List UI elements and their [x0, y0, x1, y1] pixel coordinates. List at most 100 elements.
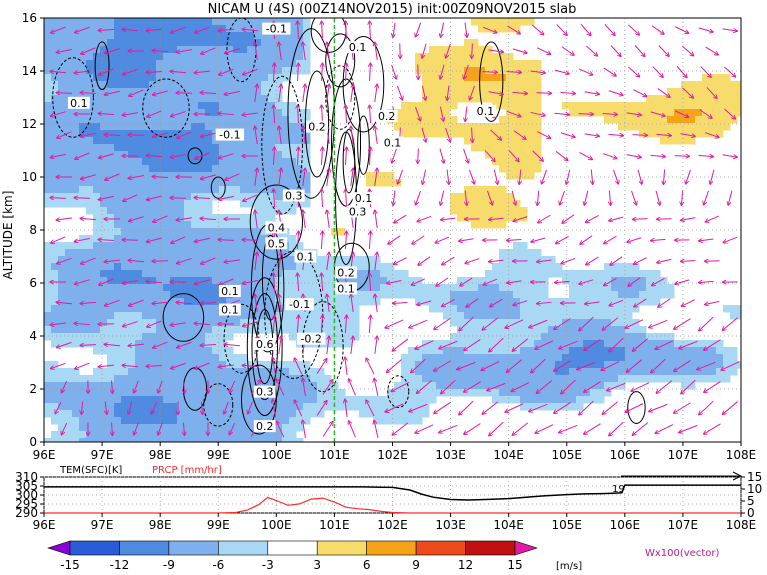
shade-cell — [282, 18, 290, 26]
shade-cell — [569, 312, 577, 320]
shade-cell — [282, 403, 290, 411]
wind-vector — [541, 169, 547, 184]
shade-cell — [240, 256, 248, 264]
shade-cell — [478, 193, 486, 201]
shade-cell — [191, 207, 199, 215]
shade-cell — [618, 291, 626, 299]
shade-cell — [282, 179, 290, 187]
shade-cell — [128, 417, 136, 425]
wind-vector — [80, 345, 97, 346]
shade-cell — [184, 95, 192, 103]
shade-cell — [583, 340, 591, 348]
shade-cell — [135, 123, 143, 131]
shade-cell — [289, 242, 297, 250]
wind-vector — [409, 319, 428, 328]
shade-cell — [205, 284, 213, 292]
shade-cell — [191, 32, 199, 40]
shade-cell — [394, 270, 402, 278]
shade-cell — [709, 102, 717, 110]
wind-vector — [74, 237, 90, 241]
shade-cell — [65, 151, 73, 159]
shade-cell — [149, 207, 157, 215]
wind-vector — [326, 168, 329, 186]
shade-cell — [520, 326, 528, 334]
wind-vector — [302, 168, 305, 186]
shade-cell — [275, 368, 283, 376]
shade-cell — [233, 249, 241, 257]
shade-cell — [177, 179, 185, 187]
shade-cell — [51, 193, 59, 201]
shade-cell — [415, 109, 423, 117]
shade-cell — [107, 410, 115, 418]
shade-cell — [688, 81, 696, 89]
shade-cell — [268, 123, 276, 131]
shade-cell — [268, 81, 276, 89]
shade-cell — [149, 424, 157, 432]
shade-cell — [226, 368, 234, 376]
shade-cell — [170, 207, 178, 215]
wind-vector — [394, 214, 407, 223]
shade-cell — [254, 305, 262, 313]
shade-cell — [142, 284, 150, 292]
contour-label: -0.2 — [300, 333, 321, 346]
shade-cell — [527, 305, 535, 313]
shade-cell — [695, 116, 703, 124]
shade-cell — [450, 291, 458, 299]
shade-cell — [289, 179, 297, 187]
shade-cell — [212, 284, 220, 292]
shade-cell — [184, 326, 192, 334]
shade-cell — [44, 200, 52, 208]
wind-vector — [369, 273, 370, 292]
shade-cell — [562, 361, 570, 369]
shade-cell — [65, 438, 73, 442]
shade-cell — [457, 81, 465, 89]
shade-cell — [541, 305, 549, 313]
shade-cell — [618, 123, 626, 131]
shade-cell — [443, 74, 451, 82]
shade-cell — [499, 102, 507, 110]
shade-cell — [191, 214, 199, 222]
shade-cell — [93, 214, 101, 222]
shade-cell — [478, 25, 486, 33]
shade-cell — [457, 277, 465, 285]
shade-cell — [450, 340, 458, 348]
shade-cell — [86, 375, 94, 383]
shade-cell — [128, 60, 136, 68]
wind-vector — [415, 22, 422, 37]
shade-cell — [93, 39, 101, 47]
shade-cell — [72, 53, 80, 61]
shade-cell — [240, 403, 248, 411]
shade-cell — [142, 375, 150, 383]
shade-cell — [226, 179, 234, 187]
wind-vector — [272, 399, 277, 417]
shade-cell — [226, 172, 234, 180]
wind-vector — [433, 360, 451, 371]
wind-vector — [441, 298, 455, 306]
shade-cell — [506, 389, 514, 397]
shade-cell — [135, 389, 143, 397]
shade-cell — [240, 88, 248, 96]
shade-cell — [240, 109, 248, 117]
shade-cell — [72, 375, 80, 383]
shade-cell — [548, 298, 556, 306]
shade-cell — [184, 109, 192, 117]
shade-cell — [660, 284, 668, 292]
shade-cell — [184, 32, 192, 40]
shade-cell — [44, 389, 52, 397]
shade-cell — [345, 403, 353, 411]
shade-cell — [184, 88, 192, 96]
shade-cell — [646, 361, 654, 369]
shade-cell — [478, 74, 486, 82]
shade-cell — [72, 263, 80, 271]
shade-cell — [72, 46, 80, 54]
shade-cell — [191, 291, 199, 299]
wind-vector — [703, 423, 721, 434]
shade-cell — [149, 375, 157, 383]
shade-cell — [590, 396, 598, 404]
contour-negative — [325, 65, 356, 130]
wind-vector — [146, 29, 163, 30]
shade-cell — [219, 333, 227, 341]
shade-cell — [667, 291, 675, 299]
shade-cell — [282, 291, 290, 299]
shade-cell — [562, 319, 570, 327]
